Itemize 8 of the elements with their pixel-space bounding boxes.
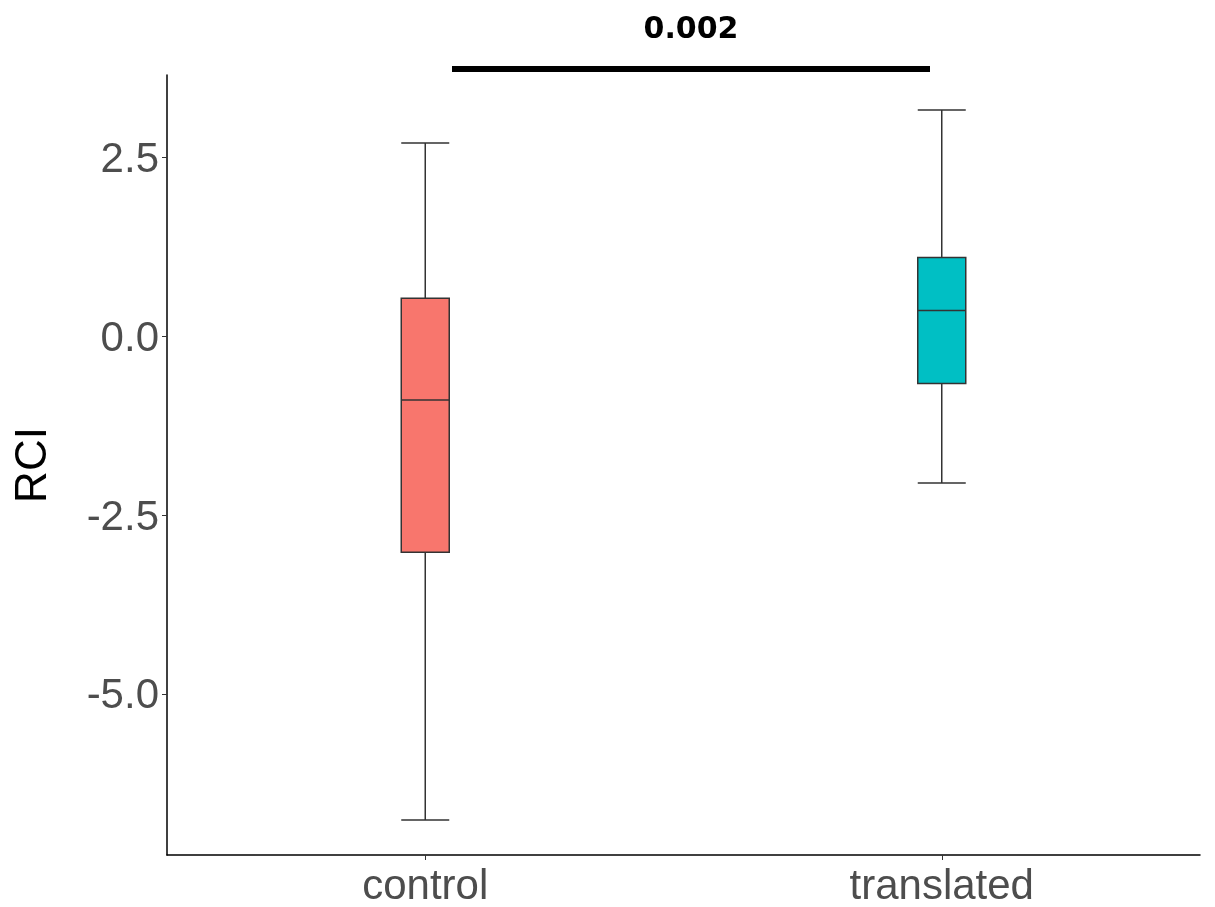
- y-axis-title: RCI: [5, 427, 55, 503]
- text: 0.002: [642, 10, 740, 45]
- x-tick-label: translated: [849, 860, 1034, 907]
- y-tick-label: 2.5: [100, 133, 159, 181]
- y-tick-label: 0.0: [100, 312, 159, 360]
- x-tick-label: control: [362, 860, 489, 907]
- y-tick-label: -5.0: [86, 670, 159, 718]
- y-tick-label: -2.5: [86, 491, 159, 539]
